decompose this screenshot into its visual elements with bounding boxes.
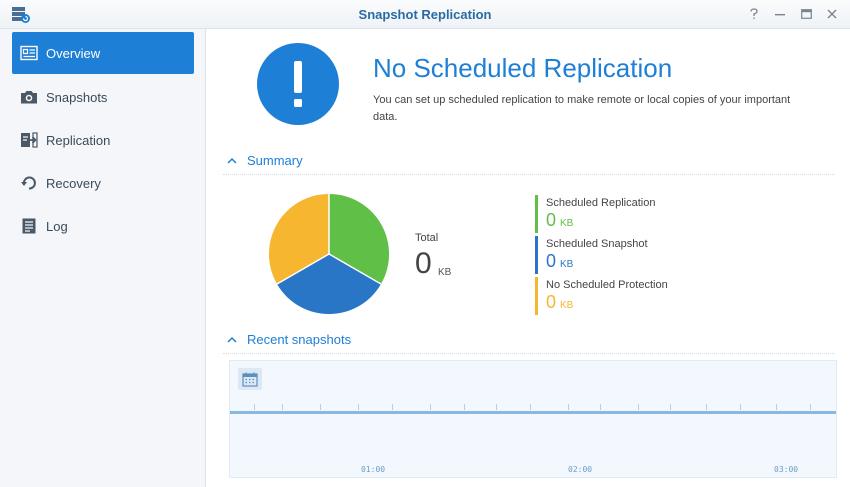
legend-no-scheduled-protection: No Scheduled Protection 0 KB [535, 277, 715, 315]
timeline-tick [670, 404, 671, 410]
timeline-tick [638, 404, 639, 410]
chevron-up-icon [227, 336, 237, 343]
replication-icon [20, 131, 38, 149]
legend-value: 0 [546, 251, 557, 271]
sidebar-item-label: Recovery [46, 175, 101, 191]
overview-icon [20, 44, 38, 62]
legend-value-row: 0 KB [546, 210, 715, 231]
summary-divider [223, 174, 835, 175]
recovery-icon [20, 174, 38, 192]
alert-title: No Scheduled Replication [373, 53, 673, 83]
timeline-tick [464, 404, 465, 410]
log-icon [20, 217, 38, 235]
total-unit: KB [438, 267, 452, 278]
chevron-up-icon [227, 157, 237, 164]
legend-value-row: 0 KB [546, 251, 715, 272]
timeline-tick [430, 404, 431, 410]
timeline-tick [568, 404, 569, 410]
sidebar-item-overview[interactable]: Overview [12, 32, 194, 74]
sidebar: Overview Snapshots Replication Recovery … [0, 29, 206, 487]
main-panel: No Scheduled Replication You can set up … [207, 29, 850, 487]
timeline-tick [530, 404, 531, 410]
help-button[interactable] [744, 5, 764, 23]
timeline-tick [358, 404, 359, 410]
recent-divider [223, 353, 835, 354]
timeline-tick [810, 404, 811, 410]
legend-value-row: 0 KB [546, 292, 715, 313]
snapshot-timeline[interactable]: 01:00 02:00 03:00 [229, 360, 837, 478]
timeline-tick [320, 404, 321, 410]
title-bar: Snapshot Replication [0, 0, 850, 29]
pie-slice-scheduled-replication [329, 193, 390, 284]
camera-icon [20, 88, 38, 106]
sidebar-item-label: Overview [46, 45, 101, 61]
legend-color-bar [535, 277, 538, 315]
sidebar-item-label: Replication [46, 132, 111, 148]
calendar-icon [242, 372, 258, 387]
sidebar-item-label: Snapshots [46, 89, 108, 105]
legend-name: Scheduled Snapshot [546, 238, 648, 250]
close-button[interactable] [822, 5, 842, 23]
recent-snapshots-heading: Recent snapshots [247, 332, 352, 347]
timeline-axis [230, 411, 836, 414]
total-value: 0 [415, 247, 432, 280]
timeline-time-label: 02:00 [568, 465, 593, 474]
timeline-tick [600, 404, 601, 410]
sidebar-item-recovery[interactable]: Recovery [12, 162, 194, 204]
timeline-tick [392, 404, 393, 410]
timeline-tick [706, 404, 707, 410]
summary-heading: Summary [247, 153, 303, 168]
legend-value: 0 [546, 292, 557, 312]
timeline-time-label: 03:00 [774, 465, 799, 474]
exclamation-icon [257, 43, 339, 125]
calendar-button[interactable] [238, 368, 262, 390]
sidebar-item-log[interactable]: Log [12, 205, 194, 247]
legend-color-bar [535, 236, 538, 274]
timeline-tick [282, 404, 283, 410]
sidebar-item-label: Log [46, 218, 68, 234]
window-title: Snapshot Replication [358, 7, 492, 22]
legend-name: No Scheduled Protection [546, 279, 668, 291]
legend-unit: KB [560, 218, 574, 229]
legend-unit: KB [560, 259, 574, 270]
alert-description: You can set up scheduled replication to … [373, 94, 791, 123]
sidebar-item-snapshots[interactable]: Snapshots [12, 76, 194, 118]
recent-snapshots-section-toggle[interactable]: Recent snapshots [227, 332, 351, 347]
legend-scheduled-replication: Scheduled Replication 0 KB [535, 195, 715, 233]
legend-unit: KB [560, 300, 574, 311]
legend-color-bar [535, 195, 538, 233]
legend-name: Scheduled Replication [546, 197, 656, 209]
timeline-tick [776, 404, 777, 410]
timeline-tick [740, 404, 741, 410]
sidebar-item-replication[interactable]: Replication [12, 119, 194, 161]
minimize-button[interactable] [770, 5, 790, 23]
timeline-tick [254, 404, 255, 410]
maximize-button[interactable] [796, 5, 816, 23]
timeline-tick [496, 404, 497, 410]
summary-pie-chart [268, 193, 390, 315]
summary-section-toggle[interactable]: Summary [227, 153, 303, 168]
legend-scheduled-snapshot: Scheduled Snapshot 0 KB [535, 236, 715, 274]
pie-slice-no-scheduled-protection [268, 193, 329, 284]
timeline-time-label: 01:00 [361, 465, 386, 474]
snapshot-replication-app-icon [11, 6, 31, 23]
total-label: Total [415, 232, 439, 244]
legend-value: 0 [546, 210, 557, 230]
